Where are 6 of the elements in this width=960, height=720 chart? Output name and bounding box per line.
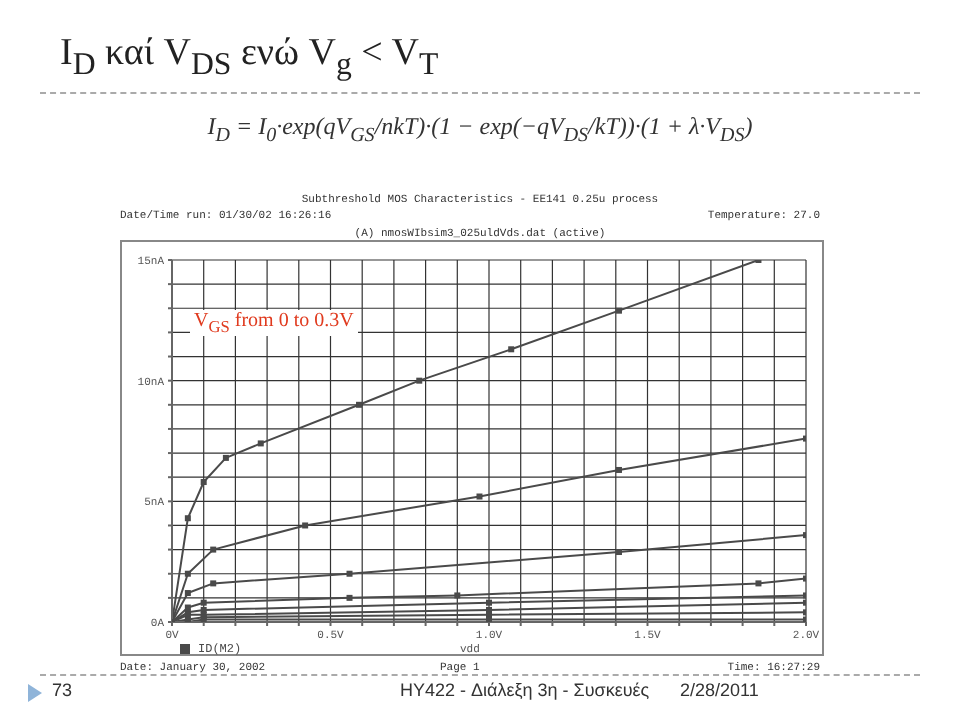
text: I$_{D}$ = I$_{0}$·exp(qV$_{GS}$/nkT)·(1 − exp(−qV$_{DS}$/kT))·(1 + λ·V$_{DS}$) [207, 112, 753, 147]
text: HY422 - Διάλεξη 3η - Συσκευές [400, 680, 650, 700]
chart-title: I$_{D}$ καί V$_{DS}$ ενώ V$_{g}$ < V$_{T}$ [60, 32, 439, 84]
text: 2/28/2011 [680, 680, 759, 700]
text: 73 [52, 680, 73, 700]
annotation: V$_{GS}$ from 0 to 0.3V [190, 310, 358, 336]
